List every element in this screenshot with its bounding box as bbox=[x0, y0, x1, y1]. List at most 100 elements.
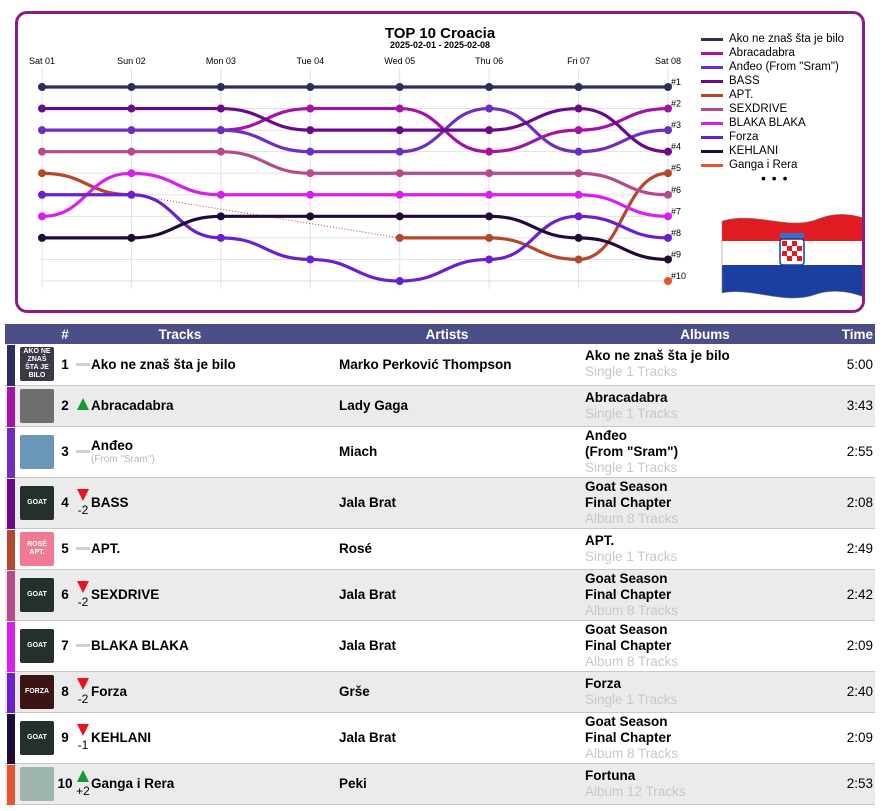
series-point bbox=[664, 83, 672, 91]
artist-name[interactable]: Marko Perković Thompson bbox=[339, 344, 585, 386]
no-change-icon bbox=[76, 644, 90, 648]
track-cell[interactable]: BASS bbox=[91, 477, 339, 529]
artist-name[interactable]: Jala Brat bbox=[339, 477, 585, 529]
track-cell[interactable]: BLAKA BLAKA bbox=[91, 620, 339, 672]
legend-item: SEXDRIVE bbox=[701, 102, 861, 116]
series-point bbox=[38, 147, 46, 156]
album-title[interactable]: Goat Season bbox=[585, 621, 668, 637]
artist-name[interactable]: Jala Brat bbox=[339, 569, 585, 621]
artist-name[interactable]: Peki bbox=[339, 763, 585, 805]
series-point bbox=[38, 233, 46, 242]
row-color-cell bbox=[5, 671, 15, 713]
album-title[interactable]: APT. bbox=[585, 532, 615, 548]
table-row[interactable]: FORZA 8 -2 Forza Grše Forza Single 1 Tracks 2:4… bbox=[5, 671, 875, 713]
track-title[interactable]: Abracadabra bbox=[91, 398, 174, 413]
chart-subtitle: 2025-02-01 - 2025-02-08 bbox=[390, 40, 490, 50]
rank-number: 9 bbox=[55, 712, 75, 764]
table-row[interactable]: GOAT 9 -1 KEHLANI Jala Brat Goat Season Final … bbox=[5, 712, 875, 764]
series-point bbox=[485, 233, 494, 242]
album-art bbox=[20, 766, 54, 801]
album-cell[interactable]: Abracadabra Single 1 Tracks bbox=[585, 385, 825, 427]
album-cell[interactable]: APT. Single 1 Tracks bbox=[585, 528, 825, 570]
artist-name[interactable]: Rosé bbox=[339, 528, 585, 570]
x-tick-label: Sat 08 bbox=[655, 56, 681, 66]
track-title[interactable]: Ganga i Rera bbox=[91, 776, 175, 791]
track-title[interactable]: Forza bbox=[91, 684, 128, 699]
artist-name[interactable]: Miach bbox=[339, 426, 585, 478]
track-cell[interactable]: Anđeo (From "Sram") bbox=[91, 426, 339, 478]
series-point bbox=[395, 104, 404, 113]
track-duration: 2:08 bbox=[825, 477, 875, 529]
album-art-cell: GOAT bbox=[15, 569, 55, 621]
album-title[interactable]: Final Chapter bbox=[585, 494, 672, 510]
track-title[interactable]: BASS bbox=[91, 495, 129, 510]
album-title[interactable]: Abracadabra bbox=[585, 389, 668, 405]
table-row[interactable]: ROSÉ APT. 5 APT. Rosé APT. Single 1 Tracks 2:4… bbox=[5, 528, 875, 570]
track-cell[interactable]: Forza bbox=[91, 671, 339, 713]
album-title[interactable]: Anđeo bbox=[585, 427, 627, 443]
y-tick-label: #5 bbox=[671, 163, 681, 173]
track-title[interactable]: SEXDRIVE bbox=[91, 587, 160, 602]
croatia-flag-icon bbox=[721, 214, 862, 299]
track-cell[interactable]: APT. bbox=[91, 528, 339, 570]
album-cell[interactable]: Goat Season Final Chapter Album 8 Tracks bbox=[585, 569, 825, 621]
artist-name[interactable]: Jala Brat bbox=[339, 620, 585, 672]
table-row[interactable]: 2 Abracadabra Lady Gaga Abracadabra Single 1… bbox=[5, 385, 875, 427]
album-cell[interactable]: Ako ne znaš šta je bilo Single 1 Tracks bbox=[585, 344, 825, 386]
album-title[interactable]: Fortuna bbox=[585, 767, 636, 783]
table-body: AKO NE ZNAŠ ŠTA JE BILO 1 Ako ne znaš šta … bbox=[5, 344, 875, 805]
legend-item: Anđeo (From "Sram") bbox=[701, 60, 861, 74]
artist-name[interactable]: Lady Gaga bbox=[339, 385, 585, 427]
album-cell[interactable]: Forza Single 1 Tracks bbox=[585, 671, 825, 713]
album-cell[interactable]: Anđeo (From "Sram") Single 1 Tracks bbox=[585, 426, 825, 478]
table-row[interactable]: GOAT 6 -2 SEXDRIVE Jala Brat Goat Season Final… bbox=[5, 569, 875, 621]
series-line bbox=[41, 193, 669, 283]
table-row[interactable]: AKO NE ZNAŠ ŠTA JE BILO 1 Ako ne znaš šta … bbox=[5, 344, 875, 386]
artist-name[interactable]: Jala Brat bbox=[339, 712, 585, 764]
album-cell[interactable]: Goat Season Final Chapter Album 8 Tracks bbox=[585, 712, 825, 764]
track-title[interactable]: Ako ne znaš šta je bilo bbox=[91, 356, 236, 372]
album-cell[interactable]: Fortuna Album 12 Tracks bbox=[585, 763, 825, 805]
album-title[interactable]: Final Chapter bbox=[585, 637, 672, 653]
rank-change-value: -1 bbox=[77, 737, 89, 752]
track-title[interactable]: Anđeo bbox=[91, 438, 133, 453]
track-title[interactable]: BLAKA BLAKA bbox=[91, 638, 189, 653]
table-row[interactable]: GOAT 4 -2 BASS Jala Brat Goat Season Final Cha… bbox=[5, 477, 875, 529]
album-title[interactable]: Forza bbox=[585, 675, 622, 691]
album-title[interactable]: Goat Season bbox=[585, 713, 668, 729]
legend-item: Ako ne znaš šta je bilo bbox=[701, 32, 861, 46]
table-row[interactable]: 10 +2 Ganga i Rera Peki Fortuna Album 12 Trac… bbox=[5, 763, 875, 805]
table-row[interactable]: 3 Anđeo (From "Sram") Miach Anđeo (From "Sram… bbox=[5, 426, 875, 478]
album-art-cell: FORZA bbox=[15, 671, 55, 713]
album-title[interactable]: Goat Season bbox=[585, 570, 668, 586]
series-line bbox=[42, 106, 669, 154]
series-point bbox=[395, 83, 404, 91]
row-color-cell bbox=[5, 385, 15, 427]
track-title[interactable]: APT. bbox=[91, 541, 121, 556]
album-title[interactable]: Goat Season bbox=[585, 478, 668, 494]
track-cell[interactable]: Ako ne znaš šta je bilo bbox=[91, 344, 339, 386]
album-title[interactable]: Final Chapter bbox=[585, 586, 672, 602]
series-point bbox=[127, 147, 136, 156]
track-cell[interactable]: Abracadabra bbox=[91, 385, 339, 427]
album-art-cell: GOAT bbox=[15, 620, 55, 672]
track-title[interactable]: KEHLANI bbox=[91, 730, 151, 745]
rank-change-value: -2 bbox=[77, 502, 89, 517]
y-tick-label: #4 bbox=[671, 142, 681, 152]
artist-name[interactable]: Grše bbox=[339, 671, 585, 713]
track-cell[interactable]: KEHLANI bbox=[91, 712, 339, 764]
row-color-bar bbox=[7, 570, 15, 621]
series-line bbox=[41, 171, 132, 197]
album-cell[interactable]: Goat Season Final Chapter Album 8 Tracks bbox=[585, 477, 825, 529]
track-cell[interactable]: SEXDRIVE bbox=[91, 569, 339, 621]
series-point bbox=[127, 233, 136, 242]
series-point bbox=[664, 212, 672, 221]
series-point bbox=[664, 233, 672, 242]
album-title[interactable]: Ako ne znaš šta je bilo bbox=[585, 348, 730, 364]
album-title[interactable]: Final Chapter bbox=[585, 729, 672, 745]
album-title[interactable]: (From "Sram") bbox=[585, 443, 679, 459]
row-color-cell bbox=[5, 528, 15, 570]
track-cell[interactable]: Ganga i Rera bbox=[91, 763, 339, 805]
album-cell[interactable]: Goat Season Final Chapter Album 8 Tracks bbox=[585, 620, 825, 672]
table-row[interactable]: GOAT 7 BLAKA BLAKA Jala Brat Goat Season Fina… bbox=[5, 620, 875, 672]
